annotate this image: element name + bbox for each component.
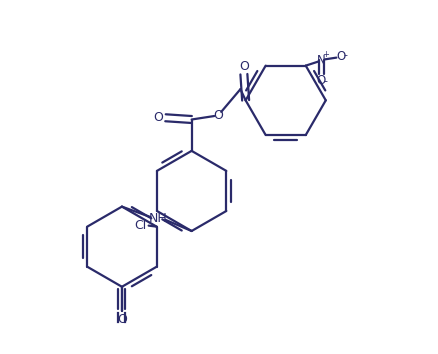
Text: NH: NH	[148, 212, 167, 225]
Text: -: -	[343, 50, 347, 60]
Text: O: O	[212, 109, 222, 122]
Text: +: +	[321, 50, 328, 59]
Text: Cl: Cl	[134, 219, 146, 232]
Text: O: O	[316, 74, 325, 87]
Text: O: O	[238, 60, 248, 73]
Text: O: O	[335, 50, 344, 63]
Text: -: -	[323, 76, 327, 86]
Text: N: N	[316, 54, 325, 67]
Text: O: O	[152, 110, 162, 124]
Text: O: O	[117, 313, 127, 326]
